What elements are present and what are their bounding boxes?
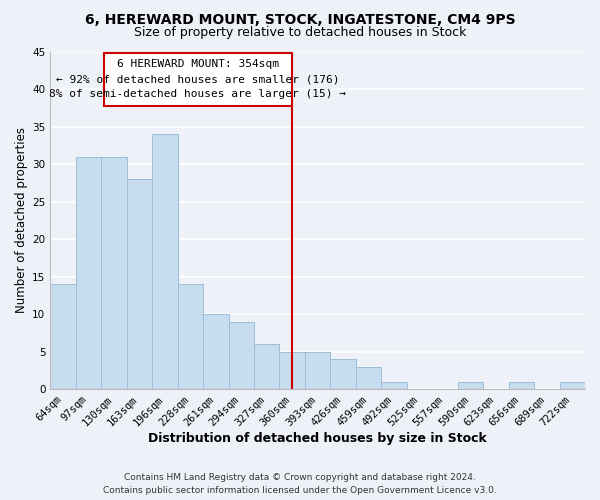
Bar: [305, 352, 331, 390]
Text: 6 HEREWARD MOUNT: 354sqm: 6 HEREWARD MOUNT: 354sqm: [117, 59, 279, 69]
Y-axis label: Number of detached properties: Number of detached properties: [15, 128, 28, 314]
Bar: [331, 360, 356, 390]
Text: 6, HEREWARD MOUNT, STOCK, INGATESTONE, CM4 9PS: 6, HEREWARD MOUNT, STOCK, INGATESTONE, C…: [85, 12, 515, 26]
Bar: [101, 156, 127, 390]
Bar: [178, 284, 203, 390]
Text: ← 92% of detached houses are smaller (176): ← 92% of detached houses are smaller (17…: [56, 74, 340, 84]
Bar: [381, 382, 407, 390]
Bar: [152, 134, 178, 390]
X-axis label: Distribution of detached houses by size in Stock: Distribution of detached houses by size …: [148, 432, 487, 445]
Bar: [229, 322, 254, 390]
Bar: [560, 382, 585, 390]
Text: Size of property relative to detached houses in Stock: Size of property relative to detached ho…: [134, 26, 466, 39]
Bar: [254, 344, 280, 390]
Bar: [280, 352, 305, 390]
Text: Contains HM Land Registry data © Crown copyright and database right 2024.
Contai: Contains HM Land Registry data © Crown c…: [103, 473, 497, 495]
Bar: [76, 156, 101, 390]
Bar: [127, 179, 152, 390]
FancyBboxPatch shape: [104, 53, 292, 106]
Bar: [50, 284, 76, 390]
Bar: [356, 367, 381, 390]
Text: 8% of semi-detached houses are larger (15) →: 8% of semi-detached houses are larger (1…: [49, 89, 346, 99]
Bar: [458, 382, 483, 390]
Bar: [203, 314, 229, 390]
Bar: [509, 382, 534, 390]
